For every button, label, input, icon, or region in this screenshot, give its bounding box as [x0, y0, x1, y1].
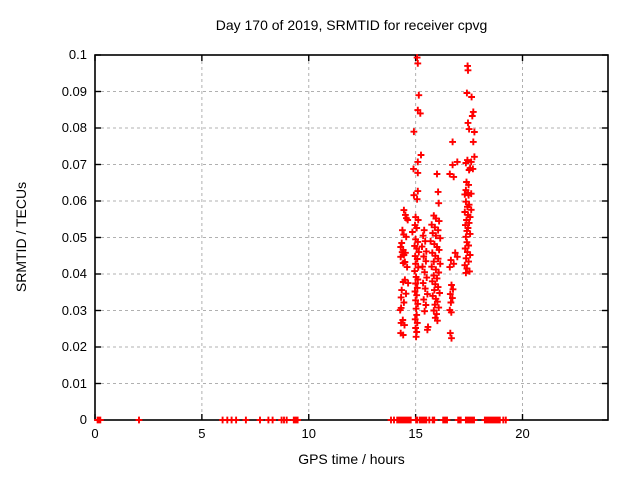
data-points: [94, 54, 510, 424]
y-tick-label: 0.03: [61, 302, 87, 318]
x-axis-label: GPS time / hours: [298, 451, 405, 467]
x-tick-label: 10: [301, 426, 316, 441]
y-tick-label: 0.06: [61, 193, 87, 208]
x-tick-label: 0: [91, 426, 99, 441]
chart-title: Day 170 of 2019, SRMTID for receiver cpv…: [215, 17, 488, 33]
y-tick-label: 0.09: [61, 83, 87, 99]
x-tick-label: 5: [198, 426, 206, 441]
y-tick-label: 0.02: [61, 339, 87, 354]
y-tick-label: 0: [79, 412, 87, 427]
y-tick-label: 0.07: [61, 156, 87, 172]
y-tick-label: 0.08: [61, 120, 87, 135]
y-tick-label: 0.05: [61, 229, 87, 245]
y-tick-label: 0.1: [68, 47, 87, 62]
x-tick-label: 20: [515, 426, 530, 441]
y-tick-label: 0.01: [61, 375, 87, 391]
y-tick-label: 0.04: [61, 266, 87, 281]
x-tick-label: 15: [408, 426, 423, 441]
plot-border: [94, 54, 609, 421]
